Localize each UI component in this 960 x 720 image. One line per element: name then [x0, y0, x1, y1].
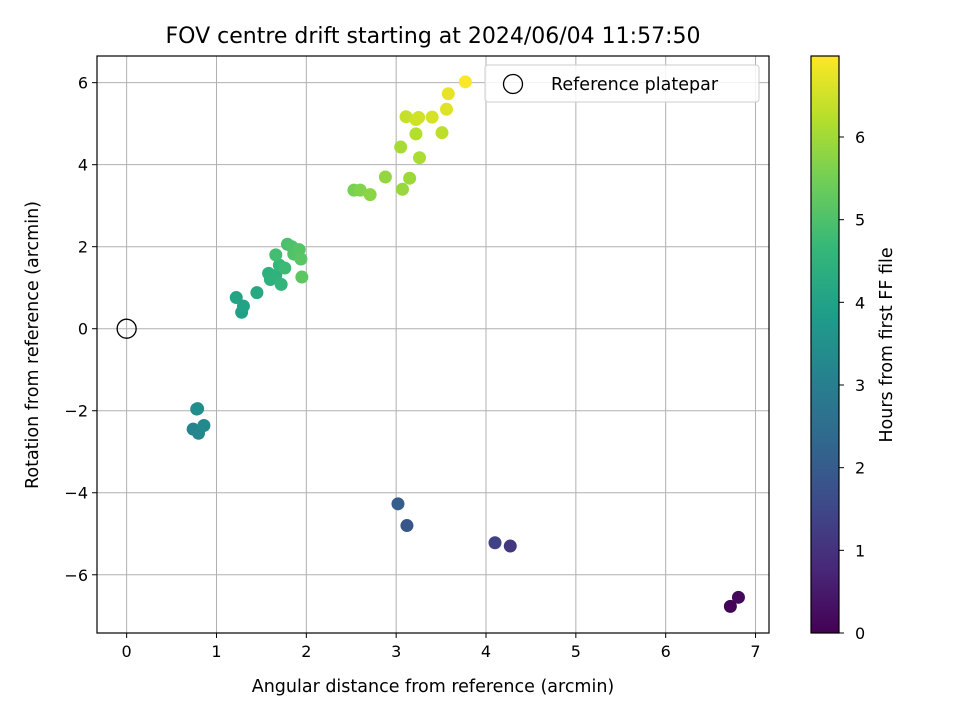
data-point — [295, 270, 309, 284]
colorbar-ticks: 0 1 2 3 4 5 6 — [839, 128, 865, 643]
colorbar-gradient — [811, 56, 839, 633]
y-tick-label: 0 — [78, 320, 88, 339]
data-point — [488, 536, 502, 550]
data-point — [413, 151, 427, 165]
data-point — [250, 286, 264, 300]
x-tick-label: 7 — [750, 642, 760, 661]
data-point — [412, 111, 426, 125]
data-point — [395, 182, 409, 196]
data-point — [503, 539, 517, 553]
data-point — [723, 599, 737, 613]
reference-marker-group — [116, 318, 137, 339]
data-point — [458, 75, 472, 89]
colorbar-frame — [810, 55, 840, 634]
colorbar-tick-label: 3 — [855, 376, 865, 395]
data-point — [353, 183, 367, 197]
data-point — [425, 110, 439, 124]
y-tick-label: 2 — [78, 238, 88, 257]
data-point — [278, 261, 292, 275]
colorbar-tick-label: 4 — [855, 293, 865, 312]
y-tick-label: 4 — [78, 156, 88, 175]
colorbar: 0 1 2 3 4 5 6 Hours from first FF file — [810, 55, 897, 643]
data-point — [399, 110, 413, 124]
data-point — [236, 299, 250, 313]
data-point — [441, 87, 455, 101]
y-axis-label: Rotation from reference (arcmin) — [23, 201, 43, 489]
reference-marker — [116, 318, 137, 339]
data-point — [197, 418, 211, 432]
x-tick-label: 0 — [122, 642, 132, 661]
colorbar-tick-label: 1 — [855, 541, 865, 560]
data-point — [294, 252, 308, 266]
data-point — [400, 519, 414, 533]
x-tick-label: 2 — [301, 642, 311, 661]
data-point — [403, 171, 417, 185]
data-points — [186, 75, 745, 613]
y-axis-ticks: −6 −4 −2 0 2 4 6 — [64, 74, 97, 585]
legend: Reference platepar — [484, 64, 760, 103]
data-point — [391, 497, 405, 511]
x-tick-label: 3 — [391, 642, 401, 661]
data-point — [363, 188, 377, 202]
legend-reference-marker — [502, 73, 524, 95]
x-tick-label: 4 — [481, 642, 491, 661]
colorbar-tick-label: 6 — [855, 128, 865, 147]
y-tick-label: −4 — [64, 484, 88, 503]
x-tick-label: 5 — [571, 642, 581, 661]
data-point — [229, 291, 243, 305]
data-point — [394, 140, 408, 154]
x-axis-label: Angular distance from reference (arcmin) — [252, 677, 615, 697]
y-tick-label: −6 — [64, 566, 88, 585]
colorbar-tick-label: 0 — [855, 624, 865, 643]
chart-title: FOV centre drift starting at 2024/06/04 … — [166, 24, 701, 49]
colorbar-tick-label: 2 — [855, 459, 865, 478]
y-tick-label: 6 — [78, 74, 88, 93]
grid — [97, 56, 769, 633]
data-point — [731, 590, 745, 604]
colorbar-tick-label: 5 — [855, 211, 865, 230]
data-point — [439, 102, 453, 116]
x-tick-label: 1 — [211, 642, 221, 661]
legend-reference-label: Reference platepar — [551, 75, 719, 95]
legend-box — [484, 64, 760, 103]
data-point — [378, 170, 392, 184]
data-point — [269, 248, 283, 262]
x-axis-ticks: 0 1 2 3 4 5 6 7 — [122, 633, 761, 661]
y-tick-label: −2 — [64, 402, 88, 421]
x-tick-label: 6 — [661, 642, 671, 661]
data-point — [274, 277, 288, 291]
data-point — [191, 402, 205, 416]
colorbar-label: Hours from first FF file — [877, 247, 897, 442]
plot-frame — [96, 55, 770, 634]
data-point — [409, 127, 423, 141]
data-point — [435, 126, 449, 140]
